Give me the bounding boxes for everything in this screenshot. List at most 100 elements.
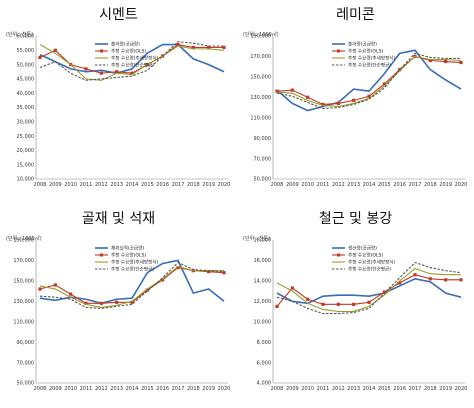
x-tick-label: 2019	[439, 182, 452, 188]
data-point	[176, 42, 180, 47]
legend-label: 출하량(공급량)	[111, 41, 140, 48]
chart-panel-remicon: 레미콘 (단위 : 1000㎥) 50,000 70,000 90,000 110,0…	[237, 0, 474, 204]
legend-label: 추정 수요량(단순평균)	[348, 266, 391, 273]
y-tick-label: 50,000	[17, 62, 35, 68]
data-point	[428, 277, 432, 281]
data-point	[321, 102, 325, 107]
y-tick-label: 90,000	[254, 136, 272, 142]
data-point	[207, 45, 211, 50]
x-tick-label: 2020	[455, 386, 468, 392]
legend-marker	[337, 253, 340, 257]
x-tick-label: 2013	[347, 182, 360, 188]
x-tick-label: 2011	[80, 182, 93, 188]
y-tick-label: 6,000	[257, 360, 271, 366]
chart-title: 골재 및 석재	[81, 211, 156, 227]
y-tick-label: 60,000	[17, 34, 35, 40]
x-tick-label: 2009	[49, 386, 62, 392]
chart-panel-aggregate-stone: 골재 및 석재 (단위 : 1000㎥) 50,000 70,000 90,000 1…	[0, 204, 237, 408]
y-tick-label: 16,000	[254, 258, 272, 264]
data-point	[38, 55, 42, 60]
x-tick-label: 2010	[64, 182, 77, 188]
y-tick-label: 35,000	[17, 105, 35, 111]
data-point	[161, 278, 165, 282]
chart-plot: 10,000 15,000 20,000 25,000 30,000 35,000 40,0…	[17, 34, 231, 188]
unit-label: (단위 : 1000㎥)	[6, 236, 42, 242]
y-tick-label: 15,000	[17, 162, 35, 168]
data-point	[99, 71, 103, 75]
x-tick-label: 2011	[80, 386, 93, 392]
data-point	[290, 88, 294, 92]
series-line	[276, 277, 462, 305]
data-point	[115, 300, 119, 304]
data-point	[207, 270, 211, 274]
data-point	[367, 300, 371, 304]
y-tick-label: 30,000	[17, 120, 35, 126]
y-tick-label: 25,000	[17, 134, 35, 140]
chart-title: 철근 및 봉강	[318, 211, 393, 227]
x-tick-label: 2011	[317, 182, 330, 188]
x-tick-label: 2012	[95, 386, 108, 392]
data-point	[222, 45, 226, 50]
data-point	[130, 71, 134, 75]
x-tick-label: 2017	[172, 182, 185, 188]
legend-label: 추정 수요량(OLS)	[348, 252, 383, 259]
unit-label: (단위 : 1000㎥)	[243, 32, 279, 38]
legend-marker	[100, 253, 103, 257]
x-tick-label: 2019	[202, 386, 215, 392]
x-tick-label: 2008	[271, 182, 284, 188]
x-tick-label: 2018	[187, 386, 200, 392]
series-line	[276, 261, 462, 315]
legend-marker	[100, 49, 103, 53]
x-tick-label: 2008	[271, 386, 284, 392]
series-line	[39, 41, 224, 81]
legend-label: 출하량(공급량)	[348, 41, 377, 48]
x-tick-label: 2017	[409, 182, 422, 188]
y-tick-label: 14,000	[254, 279, 272, 285]
y-tick-label: 40,000	[17, 91, 35, 97]
x-tick-label: 2020	[218, 386, 231, 392]
legend-label: 추정 수요량(단순평균)	[111, 266, 154, 273]
x-tick-label: 2011	[317, 386, 330, 392]
legend-label: 추정 수요량(추세방정식)	[348, 55, 396, 62]
data-point	[176, 265, 180, 270]
y-tick-label: 110,000	[13, 319, 34, 325]
y-tick-label: 170,000	[13, 258, 34, 264]
legend-label: 추정 수요량(OLS)	[111, 252, 146, 259]
chart-panel-rebar: 철근 및 봉강 (단위 : 천톤) 4,000 6,000 8,000 10,000 1…	[237, 204, 474, 408]
data-point	[444, 278, 448, 282]
data-point	[459, 278, 463, 282]
legend-label: 생산량(공급량)	[348, 245, 377, 252]
y-tick-label: 70,000	[17, 360, 35, 366]
data-point	[398, 281, 402, 285]
x-tick-label: 2009	[49, 182, 62, 188]
y-tick-label: 45,000	[17, 77, 35, 83]
data-point	[413, 273, 417, 277]
data-point	[428, 58, 432, 63]
x-tick-label: 2018	[187, 182, 200, 188]
x-tick-label: 2014	[126, 386, 139, 392]
y-tick-label: 130,000	[13, 299, 34, 305]
legend-label: 추정 수요량(추세방정식)	[348, 259, 396, 266]
series-line	[276, 267, 461, 313]
data-point	[275, 304, 279, 308]
data-point	[53, 48, 57, 52]
series-line	[276, 49, 462, 112]
data-point	[115, 70, 119, 74]
data-point	[145, 288, 149, 292]
data-point	[99, 301, 103, 305]
chart-panel-cement: 시멘트 (단위 : 천톤) 10,000 15,000 20,000 25,000 30…	[0, 0, 237, 204]
y-tick-label: 130,000	[250, 95, 271, 101]
chart-plot: 50,000 70,000 90,000 110,000 130,000 150,000 1…	[250, 34, 467, 188]
legend-label: 추정 수요량(추세방정식)	[111, 55, 159, 62]
x-tick-label: 2016	[156, 386, 169, 392]
x-tick-label: 2015	[141, 386, 154, 392]
data-point	[444, 59, 448, 64]
y-tick-label: 110,000	[250, 115, 271, 121]
legend-label: 추정 수요량(단순평균)	[348, 62, 391, 69]
x-tick-label: 2018	[424, 182, 437, 188]
data-point	[130, 300, 134, 304]
y-tick-label: 150,000	[250, 75, 271, 81]
data-point	[222, 271, 226, 275]
y-tick-label: 50,000	[17, 381, 35, 387]
